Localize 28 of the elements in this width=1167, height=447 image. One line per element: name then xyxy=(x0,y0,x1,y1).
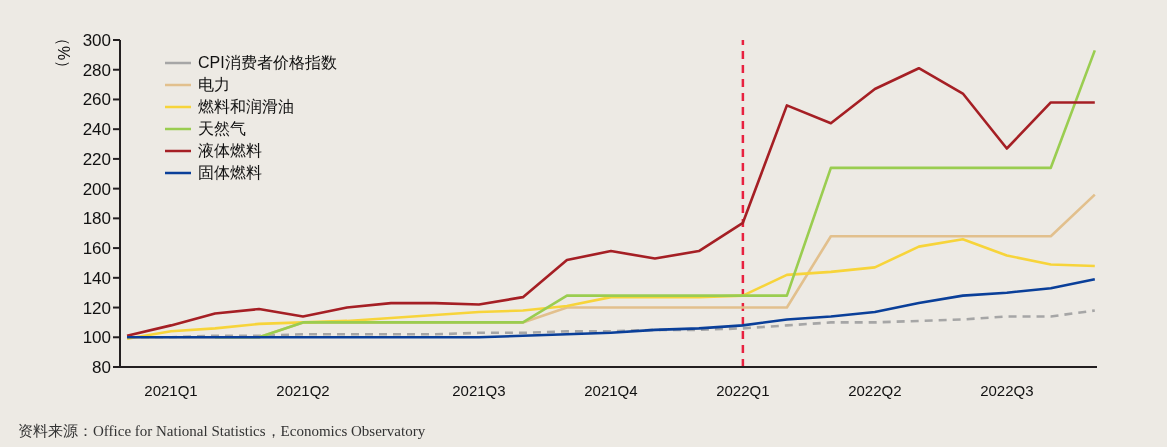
y-tick-label: 80 xyxy=(92,358,111,378)
legend-label: 电力 xyxy=(198,75,230,95)
y-tick-label: 200 xyxy=(82,179,111,199)
y-tick-label: 100 xyxy=(82,328,111,348)
line-series xyxy=(125,278,1097,339)
x-tick-label: 2022Q2 xyxy=(848,381,902,399)
y-tick-label: 140 xyxy=(82,268,111,288)
y-tick-label: 260 xyxy=(82,90,111,110)
text: 资料来源：Office for National Statistics，Economics Observatory xyxy=(18,422,426,441)
x-tick-label: 2021Q1 xyxy=(144,381,198,399)
y-axis-title: （%） xyxy=(54,29,73,77)
y-tick-label: 240 xyxy=(82,120,111,140)
y-tick-label: 120 xyxy=(82,298,111,318)
x-tick-label: 2021Q4 xyxy=(584,381,638,399)
y-tick-label: 160 xyxy=(82,239,111,259)
x-tick-label: 2021Q2 xyxy=(276,381,330,399)
legend-label: 固体燃料 xyxy=(198,163,262,183)
legend-label: CPI消费者价格指数 xyxy=(198,53,337,73)
y-tick-label: 180 xyxy=(82,209,111,229)
x-tick-label: 2022Q1 xyxy=(716,381,770,399)
legend-label: 天然气 xyxy=(198,119,246,139)
y-tick-label: 280 xyxy=(82,60,111,80)
x-tick-label: 2022Q3 xyxy=(980,381,1034,399)
x-tick-label: 2021Q3 xyxy=(452,381,506,399)
legend-label: 燃料和润滑油 xyxy=(198,97,294,117)
legend-label: 液体燃料 xyxy=(198,141,262,161)
y-tick-label: 300 xyxy=(82,31,111,51)
y-tick-label: 220 xyxy=(82,149,111,169)
